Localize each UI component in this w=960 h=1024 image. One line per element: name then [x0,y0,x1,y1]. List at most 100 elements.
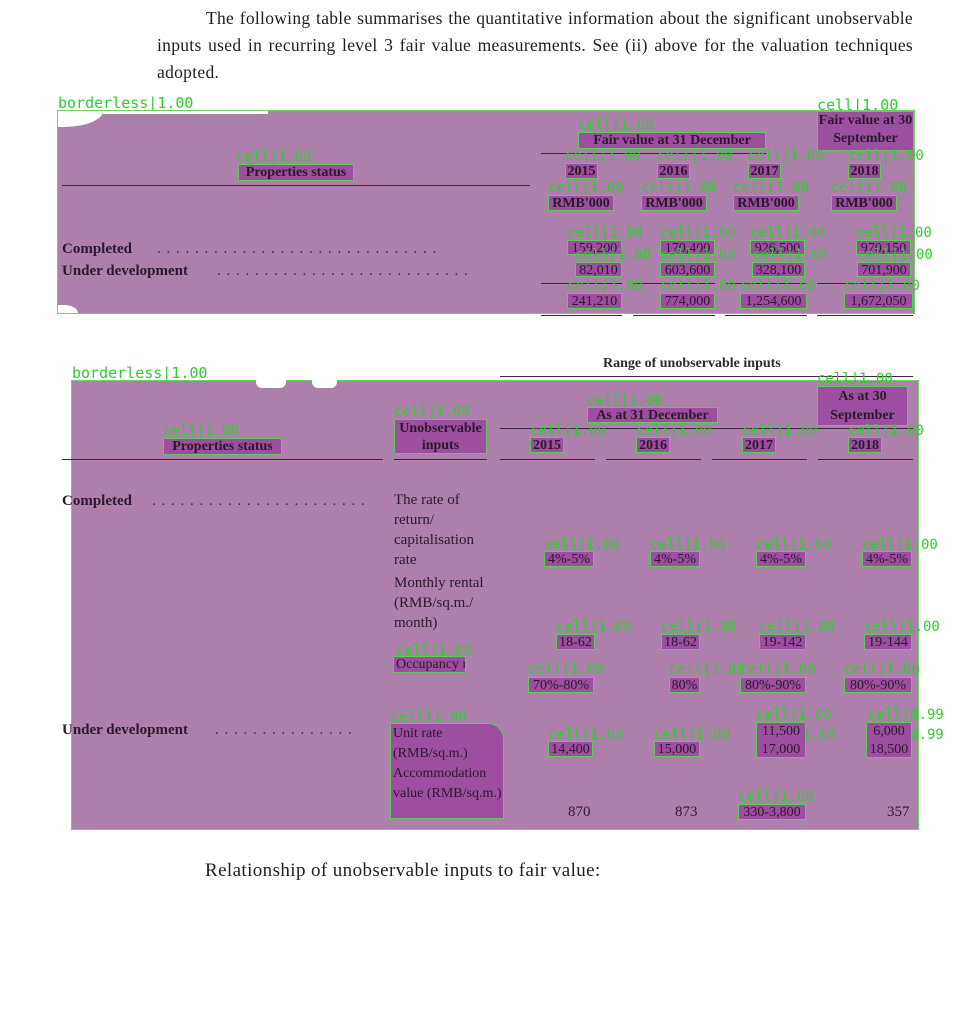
unit-rate-2016: 15,000 [654,741,700,757]
cell-tag: cell|1.00 [544,537,620,553]
table1-row-label-under-development: Under development [62,263,188,279]
table2-header-rule [818,459,913,460]
cell-tag: cell|1.00 [528,662,604,678]
accommodation-label: Accommodation value (RMB/sq.m.) [393,766,502,801]
cell-tag: cell|1.00 [163,423,239,439]
input-occupancy: Occupancy rate [393,656,466,673]
table2-header-unobservable-inputs: Unobservable inputs [394,419,487,454]
table1-double-rule [633,315,715,316]
cell-tag: cell|1.00 [636,423,712,439]
cell-tag: cell|1.00 [567,278,643,294]
table2-header-rule [712,459,807,460]
table1-header-last-col: Fair value at 30 September [817,111,914,151]
table1-row-dots: . . . . . . . . . . . . . . . . . . . . … [157,241,438,257]
input-rate-of-return: The rate of return/ capitalisation rate [394,492,474,568]
unit-rate-2015: 14,400 [548,741,593,757]
accommodation-2018: 357 [887,804,910,820]
table1-header-properties-status: Properties status [238,164,354,181]
occupancy-2016: 80% [669,677,700,693]
table1-total-2018: 1,672,050 [844,293,913,309]
cell-tag: cell|1.00 [657,148,733,164]
cell-tag: cell|1.00 [831,180,907,196]
table1-sum-rule [541,283,622,284]
cell-tag: cell|1.00 [567,225,643,241]
cell-tag: cell|1.00 [548,180,624,196]
cell-tag: cell|1.00 [578,117,654,133]
cell-tag: cell|1.00 [530,423,606,439]
table1-unit-2017: RMB'000 [733,195,799,211]
cell-tag: cell|1.00 [817,371,893,387]
table2-year-2016: 2016 [636,437,670,453]
table1-sum-rule [633,283,715,284]
cell-tag: cell|1.00 [587,393,663,409]
input-monthly-rental: Monthly rental (RMB/sq.m./ month) [394,575,484,631]
accommodation-2015: 870 [568,804,591,820]
accommodation-2017: 330-3,800 [738,804,806,820]
table1-double-rule [541,315,622,316]
cell-tag: cell|1.00 [236,149,312,165]
cell-tag: cell|1.00 [856,225,932,241]
table2-label-under-development: Under development [62,722,188,738]
table1-sum-rule [817,283,913,284]
table1-sum-rule [725,283,807,284]
cell-tag: cell|1.00 [394,404,470,420]
cell-tag: cell|0.99 [868,707,944,723]
rental-2018: 19-144 [864,634,912,650]
table1-total-2017: 1,254,600 [740,293,807,309]
cell-tag: cell|1.00 [848,148,924,164]
input-unit-rate-group: Unit rate (RMB/sq.m.) Accommodation valu… [390,723,504,819]
table1-underdev-2018: 701,900 [857,262,911,277]
occupancy-2018: 80%-90% [844,677,912,693]
table1-unit-2015: RMB'000 [548,195,614,211]
cell-tag: cell|1.00 [660,278,736,294]
cell-tag: cell|1.00 [750,225,826,241]
cell-tag: cell|1.00 [759,619,835,635]
unit-rate-2018: 6,000 18,500 [866,722,912,758]
table1-completed-2016: 170,400 [660,240,715,255]
table2-dots: . . . . . . . . . . . . . . . [215,722,353,738]
table1-double-rule [817,315,913,316]
cell-tag: cell|1.00 [654,727,730,743]
table1-corner-artifact-bottom [58,305,78,313]
unit-rate-label: Unit rate (RMB/sq.m.) [393,726,468,761]
table2-top-rule [500,376,913,377]
table2-year-2015: 2015 [530,437,564,453]
intro-paragraph: The following table summarises the quant… [157,5,913,86]
table1-row-label-completed: Completed [62,241,132,257]
cell-tag: cell|1.00 [650,537,726,553]
cell-tag: cell|1.00 [641,180,717,196]
table1-unit-2018: RMB'000 [831,195,897,211]
table2-region-label: borderless|1.00 [72,364,208,382]
cell-tag: cell|1.00 [748,148,824,164]
table1-year-2015: 2015 [565,163,598,179]
rate-2015: 4%-5% [544,551,594,567]
cell-tag: cell|1.00 [548,727,624,743]
rental-2016: 18-62 [661,634,700,650]
table1-double-rule [725,315,807,316]
table1-completed-2017: 926,500 [750,240,805,255]
table2-top-heading: Range of unobservable inputs [603,356,781,371]
table1-region-label: borderless|1.00 [58,94,194,112]
table2-label-completed: Completed [62,493,132,509]
occupancy-label: Occupancy rate [396,657,465,672]
cell-tag: cell|1.00 [862,537,938,553]
cell-tag: cell|1.00 [575,247,651,263]
table1-completed-2018: 970,150 [856,240,911,255]
cell-tag: cell|1.00 [756,537,832,553]
accommodation-2016: 873 [675,804,698,820]
table2-header-last-col: As at 30 September [817,386,908,426]
rate-2017: 4%-5% [756,551,806,567]
cell-tag: cell|1.00 [660,247,736,263]
rate-2018: 4%-5% [862,551,912,567]
occupancy-2015: 70%-80% [528,677,594,693]
cell-tag: cell|1.00 [857,247,933,263]
table2-header-group: As at 31 December [587,407,718,423]
cell-tag: cell|1.00 [669,662,745,678]
table1-header-rule [62,185,530,186]
cell-tag: cell|1.00 [742,423,818,439]
table2-year-2018: 2018 [848,437,882,453]
table2-header-rule [62,459,383,460]
table1-group-rule [541,153,766,154]
table2-header-rule [500,459,595,460]
table1-edge-artifact [103,111,268,114]
